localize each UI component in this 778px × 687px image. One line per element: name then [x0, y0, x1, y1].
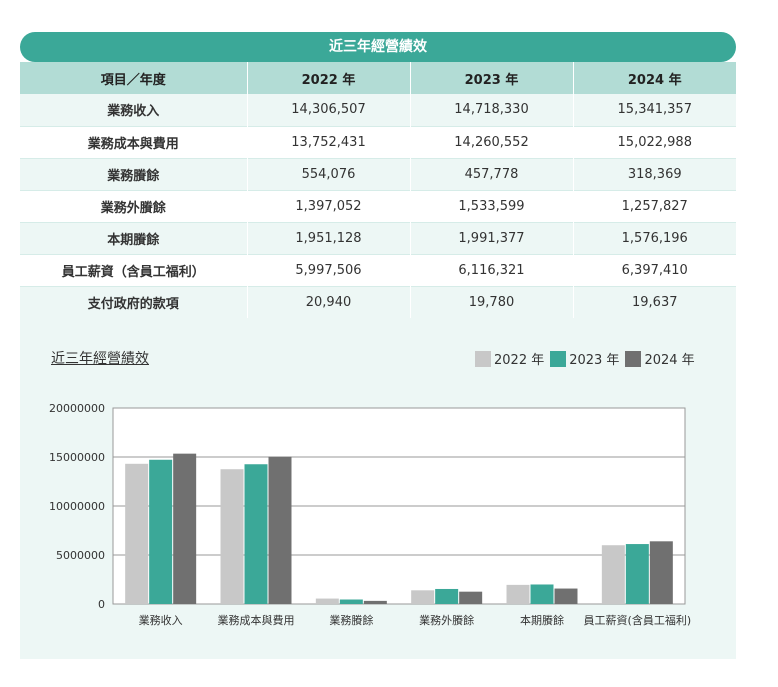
bar	[244, 464, 268, 604]
cell-value: 19,637	[632, 294, 678, 310]
header-item-year: 項目／年度	[20, 62, 248, 94]
row-label: 業務成本與費用	[20, 126, 248, 158]
cell-value: 1,533,599	[410, 190, 574, 222]
section-banner: 近三年經營績效	[20, 32, 736, 62]
row-label: 業務收入	[20, 94, 248, 126]
header-2024: 2024 年	[627, 72, 682, 88]
bar	[625, 544, 649, 604]
cell-value: 15,022,988	[617, 134, 692, 150]
legend-item-2022: 2022 年	[475, 349, 544, 368]
x-category-label: 員工薪資(含員工福利)	[584, 613, 692, 627]
cell-value: 14,306,507	[247, 94, 411, 126]
chart-title: 近三年經營績效	[51, 351, 149, 367]
row-label: 員工薪資（含員工福利）	[20, 254, 248, 286]
bar	[506, 584, 530, 604]
cell-value: 1,257,827	[621, 198, 688, 214]
legend-swatch-2022	[475, 350, 491, 367]
cell-value: 20,940	[247, 286, 411, 318]
legend-swatch-2023	[550, 350, 567, 367]
bar	[149, 459, 173, 604]
bar	[435, 588, 459, 604]
bar	[649, 541, 673, 604]
table-row: 業務賸餘 554,076 457,778 318,369	[20, 158, 736, 190]
y-tick-label: 5000000	[56, 549, 105, 562]
cell-value: 6,397,410	[621, 262, 688, 278]
cell-value: 13,752,431	[247, 126, 411, 158]
table-row: 業務外賸餘 1,397,052 1,533,599 1,257,827	[20, 190, 736, 222]
cell-value: 14,260,552	[410, 126, 574, 158]
y-tick-label: 15000000	[49, 451, 105, 464]
row-label: 業務賸餘	[20, 158, 248, 190]
bar	[125, 463, 149, 604]
cell-value: 1,951,128	[247, 222, 411, 254]
y-tick-label: 20000000	[49, 402, 105, 415]
cell-value: 318,369	[627, 166, 682, 182]
cell-value: 19,780	[410, 286, 574, 318]
bar	[363, 600, 387, 604]
chart-legend: 2022 年 2023 年 2024 年	[475, 349, 701, 368]
header-2023: 2023 年	[410, 62, 574, 94]
performance-table: 項目／年度 2022 年 2023 年 2024 年 業務收入 14,306,5…	[20, 62, 736, 319]
bar	[411, 590, 435, 604]
row-label: 本期賸餘	[20, 222, 248, 254]
cell-value: 1,576,196	[621, 230, 688, 246]
x-category-label: 業務賸餘	[329, 613, 373, 627]
bar	[554, 588, 578, 604]
cell-value: 554,076	[247, 158, 411, 190]
legend-label-2023: 2023 年	[569, 353, 620, 368]
cell-value: 6,116,321	[410, 254, 574, 286]
bar	[459, 591, 483, 604]
chart-panel: 近三年經營績效 2022 年 2023 年 2024 年 0 5000000 100…	[20, 318, 736, 659]
cell-value: 15,341,357	[617, 102, 692, 118]
x-category-label: 業務外賸餘	[419, 613, 474, 627]
legend-label-2022: 2022 年	[494, 353, 545, 368]
table-row: 業務收入 14,306,507 14,718,330 15,341,357	[20, 94, 736, 126]
cell-value: 14,718,330	[410, 94, 574, 126]
cell-value: 457,778	[410, 158, 574, 190]
bar	[530, 584, 554, 604]
table-row: 支付政府的款項 20,940 19,780 19,637	[20, 286, 736, 318]
legend-swatch-2024	[625, 350, 642, 367]
legend-item-2024: 2024 年	[625, 349, 695, 368]
table-header-row: 項目／年度 2022 年 2023 年 2024 年	[20, 62, 736, 94]
bar	[173, 453, 197, 604]
header-2022: 2022 年	[247, 62, 411, 94]
y-tick-label: 0	[98, 598, 105, 611]
legend-item-2023: 2023 年	[550, 349, 619, 368]
bar	[601, 545, 625, 604]
x-category-label: 業務收入	[139, 613, 183, 627]
bar	[315, 598, 339, 604]
bar	[268, 456, 292, 604]
legend-label-2024: 2024 年	[644, 353, 695, 368]
cell-value: 1,397,052	[247, 190, 411, 222]
bar-chart: 0 5000000 10000000 15000000 20000000 業務收入 業務成本…	[49, 402, 692, 627]
y-tick-label: 10000000	[49, 500, 105, 513]
cell-value: 5,997,506	[247, 254, 411, 286]
bar	[339, 599, 363, 604]
cell-value: 1,991,377	[410, 222, 574, 254]
bar	[220, 469, 244, 604]
table-row: 員工薪資（含員工福利） 5,997,506 6,116,321 6,397,41…	[20, 254, 736, 286]
row-label: 業務外賸餘	[20, 190, 248, 222]
table-row: 本期賸餘 1,951,128 1,991,377 1,576,196	[20, 222, 736, 254]
x-category-label: 業務成本與費用	[218, 613, 295, 627]
x-category-label: 本期賸餘	[520, 613, 564, 627]
row-label: 支付政府的款項	[20, 286, 248, 318]
table-row: 業務成本與費用 13,752,431 14,260,552 15,022,988	[20, 126, 736, 158]
